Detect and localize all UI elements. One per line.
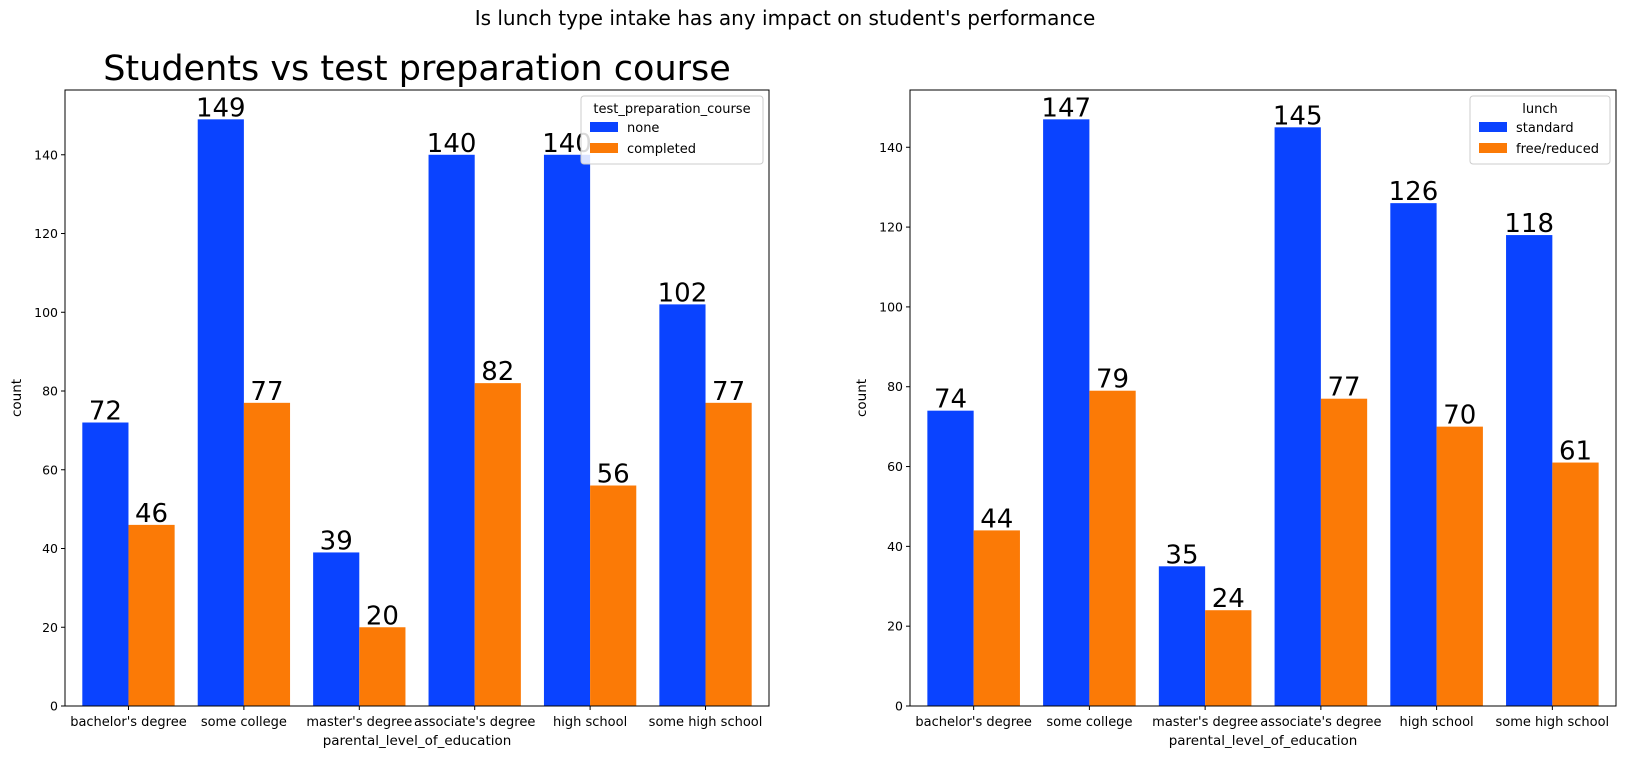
bar-completed-5	[705, 402, 752, 706]
x-tick-label: some high school	[1496, 715, 1610, 730]
x-tick-label: high school	[1400, 715, 1474, 730]
x-axis-label: parental_level_of_education	[323, 733, 512, 749]
bar-value-label: 140	[427, 129, 477, 159]
legend-title: lunch	[1522, 102, 1557, 117]
y-tick-label: 0	[50, 699, 58, 714]
bar-completed-1	[243, 402, 291, 706]
legend-entry-label: standard	[1516, 121, 1574, 136]
x-axis-label: parental_level_of_education	[1169, 733, 1358, 749]
y-tick-label: 20	[887, 619, 903, 634]
bar-none-1	[197, 119, 244, 707]
y-tick-label: 40	[42, 541, 58, 556]
bar-value-label: 44	[980, 504, 1013, 534]
legend-title: test_preparation_course	[593, 102, 750, 117]
x-tick-label: master's degree	[1152, 715, 1258, 730]
bar-value-label: 61	[1559, 437, 1592, 467]
bar-free-reduced-3	[1320, 398, 1368, 706]
bar-none-3	[428, 154, 475, 706]
y-tick-label: 40	[887, 539, 903, 554]
x-tick-label: some college	[201, 715, 287, 730]
bar-free-reduced-5	[1552, 462, 1599, 706]
bar-standard-3	[1274, 127, 1321, 707]
bar-value-label: 126	[1389, 177, 1439, 207]
bar-value-label: 118	[1504, 209, 1554, 239]
bar-value-label: 77	[1327, 373, 1360, 403]
bar-standard-1	[1043, 119, 1090, 707]
bar-value-label: 46	[135, 499, 168, 529]
x-tick-label: some college	[1046, 715, 1132, 730]
chart-title: Students vs test preparation course	[103, 49, 731, 89]
y-tick-label: 60	[887, 459, 903, 474]
x-tick-label: associate's degree	[414, 715, 535, 730]
legend-swatch	[590, 122, 618, 132]
y-tick-label: 80	[887, 379, 903, 394]
bar-completed-2	[359, 627, 406, 706]
bar-free-reduced-2	[1205, 610, 1252, 706]
bar-value-label: 70	[1443, 401, 1476, 431]
bar-value-label: 149	[196, 93, 246, 123]
legend-swatch	[590, 143, 618, 153]
bar-standard-5	[1506, 235, 1553, 706]
bar-free-reduced-1	[1089, 390, 1136, 706]
bar-value-label: 24	[1212, 584, 1245, 614]
bar-none-0	[82, 422, 129, 706]
bar-free-reduced-4	[1436, 426, 1483, 706]
bar-value-label: 20	[366, 601, 399, 631]
bar-completed-3	[474, 383, 521, 706]
bar-none-4	[543, 154, 591, 706]
legend-entry-label: completed	[627, 142, 696, 157]
y-tick-label: 100	[34, 305, 58, 320]
legend-entry-label: free/reduced	[1516, 142, 1599, 157]
x-tick-label: associate's degree	[1260, 715, 1381, 730]
axes-frame	[909, 89, 1617, 707]
bar-free-reduced-0	[973, 530, 1020, 706]
bar-none-2	[313, 552, 360, 706]
bar-value-label: 35	[1165, 540, 1198, 570]
legend-swatch	[1479, 122, 1507, 132]
y-tick-label: 140	[34, 147, 58, 162]
x-tick-label: high school	[553, 715, 627, 730]
bar-standard-2	[1158, 566, 1206, 706]
bar-value-label: 74	[934, 385, 967, 415]
bar-value-label: 147	[1041, 93, 1091, 123]
x-tick-label: bachelor's degree	[915, 715, 1032, 730]
bar-completed-0	[128, 524, 175, 706]
axes-frame	[64, 89, 770, 707]
chart-left: 72 149 39 140 140 102 46 77 20 82 56 77 0 20 40 60 80 100…	[9, 49, 770, 749]
bar-completed-4	[590, 485, 637, 706]
y-tick-label: 80	[42, 384, 58, 399]
bar-none-5	[659, 304, 706, 706]
legend-box	[580, 95, 764, 165]
bar-value-label: 145	[1273, 101, 1323, 131]
bar-standard-0	[927, 410, 974, 706]
y-tick-label: 60	[42, 462, 58, 477]
bar-value-label: 102	[658, 278, 708, 308]
bar-standard-4	[1390, 203, 1437, 706]
bar-value-label: 56	[597, 460, 630, 490]
y-tick-label: 120	[879, 220, 903, 235]
y-tick-label: 100	[879, 299, 903, 314]
x-tick-label: master's degree	[306, 715, 412, 730]
bar-value-label: 72	[89, 397, 122, 427]
legend-entry-label: none	[627, 121, 659, 136]
bar-value-label: 77	[250, 377, 283, 407]
bar-value-label: 39	[320, 526, 353, 556]
y-axis-label: count	[854, 379, 870, 417]
x-tick-label: some high school	[649, 715, 763, 730]
y-tick-label: 120	[34, 226, 58, 241]
bar-value-label: 82	[481, 357, 514, 387]
chart-right: 74 147 35 145 126 118 44 79 24 77 70 61 0 20 40 60 80 100…	[854, 89, 1617, 749]
y-tick-label: 0	[895, 699, 903, 714]
bar-value-label: 79	[1096, 365, 1129, 395]
bar-value-label: 77	[712, 377, 745, 407]
x-tick-label: bachelor's degree	[70, 715, 187, 730]
y-tick-label: 140	[879, 140, 903, 155]
legend-swatch	[1479, 143, 1507, 153]
figure-suptitle: Is lunch type intake has any impact on s…	[475, 6, 1096, 30]
y-axis-label: count	[9, 379, 25, 417]
y-tick-label: 20	[42, 620, 58, 635]
